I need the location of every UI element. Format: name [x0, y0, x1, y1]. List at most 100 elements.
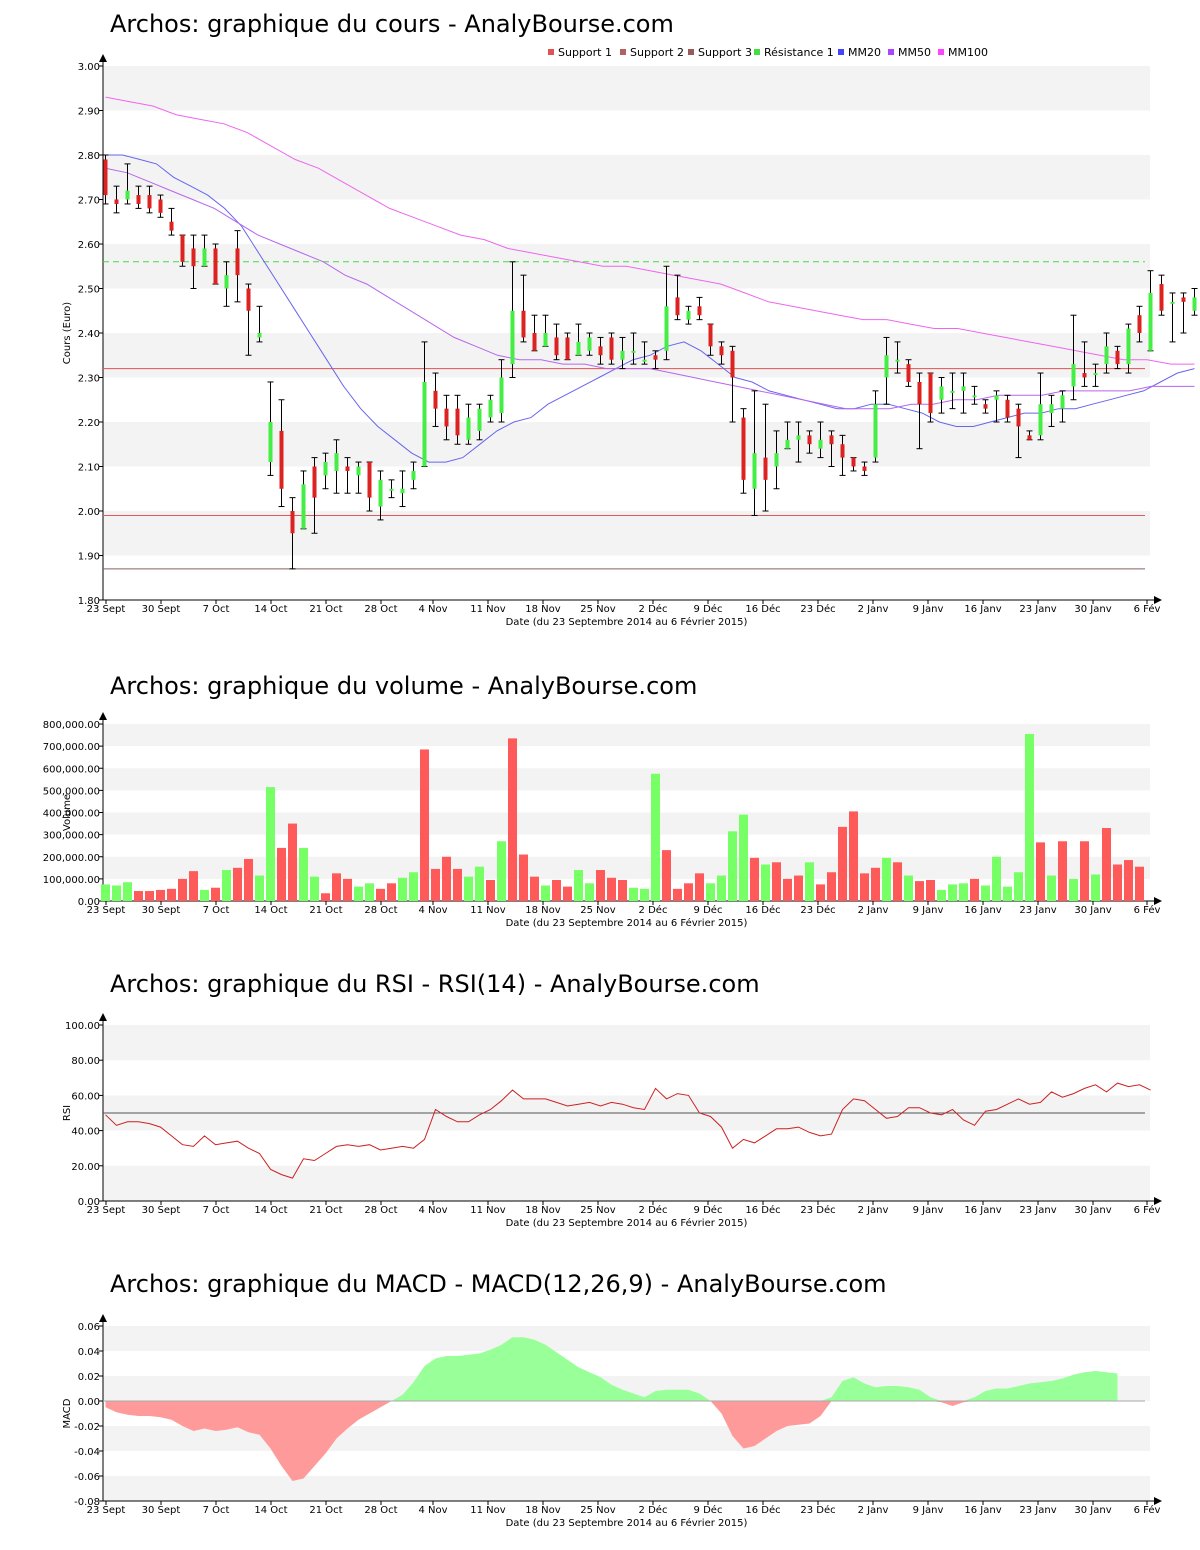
volume-x-tick-label: 9 Janv [913, 905, 944, 916]
volume-bar [728, 831, 737, 901]
volume-bar [783, 878, 792, 901]
price-x-tick-label: 14 Oct [254, 604, 287, 615]
volume-bar [343, 878, 352, 901]
volume-x-tick-label: 30 Janv [1074, 905, 1111, 916]
volume-bar [1091, 874, 1100, 901]
volume-grid-band [103, 812, 1150, 835]
volume-y-tick-label: 600,000.00 [43, 764, 100, 775]
candle-body [455, 408, 460, 436]
candle-body [620, 350, 625, 360]
volume-y-tick-label: 700,000.00 [43, 742, 100, 753]
price-x-axis-arrow [1154, 596, 1162, 604]
volume-bar [684, 883, 693, 901]
candle-body [840, 444, 845, 458]
volume-x-tick-label: 23 Déc [800, 904, 835, 916]
legend-swatch [548, 49, 554, 55]
rsi-x-tick-label: 23 Déc [800, 1204, 835, 1216]
volume-bar [1003, 886, 1012, 901]
price-x-tick-label: 16 Janv [964, 604, 1001, 615]
volume-bar [277, 847, 286, 901]
volume-bar [1025, 733, 1034, 901]
candle-body [1005, 399, 1010, 418]
volume-bar [387, 883, 396, 901]
rsi-y-axis-arrow [99, 1013, 107, 1021]
candle-body [367, 462, 372, 498]
price-x-tick-label: 4 Nov [418, 604, 447, 615]
price-x-tick-label: 11 Nov [470, 604, 506, 615]
candle-body [1038, 404, 1043, 436]
candle-body [906, 364, 911, 382]
volume-grid-band [103, 768, 1150, 791]
volume-bar [1036, 842, 1045, 901]
macd-x-tick-label: 16 Déc [745, 1504, 780, 1516]
volume-bar [552, 879, 561, 901]
volume-bar [123, 882, 132, 901]
legend-label: MM50 [898, 46, 931, 59]
candle-body [433, 390, 438, 409]
candle-body [389, 488, 394, 491]
volume-bar [640, 888, 649, 901]
volume-grid-band [103, 724, 1150, 747]
volume-chart-title: Archos: graphique du volume - AnalyBours… [110, 672, 698, 700]
candle-body [708, 324, 713, 347]
macd-x-axis-arrow [1154, 1497, 1162, 1505]
candle-body [796, 435, 801, 440]
volume-bar [948, 884, 957, 901]
rsi-x-tick-label: 14 Oct [254, 1205, 287, 1216]
macd-x-tick-label: 11 Nov [470, 1505, 506, 1516]
price-y-tick-label: 3.00 [78, 62, 100, 73]
macd-x-tick-label: 30 Sept [142, 1505, 181, 1516]
macd-x-tick-label: 4 Nov [418, 1505, 447, 1516]
price-y-tick-label: 2.40 [78, 329, 100, 340]
candle-body [950, 390, 955, 393]
candle-body [147, 195, 152, 209]
price-y-tick-label: 1.80 [78, 596, 100, 607]
rsi-y-axis-label: RSI [62, 1105, 73, 1121]
candle-body [158, 199, 163, 213]
candle-body [235, 248, 240, 276]
price-x-tick-label: 18 Nov [525, 604, 561, 615]
macd-x-tick-label: 2 Janv [858, 1505, 889, 1516]
price-y-tick-label: 2.30 [78, 374, 100, 385]
macd-y-axis-arrow [99, 1314, 107, 1322]
candle-body [411, 470, 416, 480]
legend-label: MM20 [848, 46, 881, 59]
volume-y-tick-label: 200,000.00 [43, 853, 100, 864]
volume-bar [937, 889, 946, 901]
candle-body [631, 350, 636, 353]
volume-bar [189, 871, 198, 901]
volume-bar [860, 873, 869, 901]
candle-body [1016, 408, 1021, 427]
candle-body [246, 288, 251, 311]
candle-body [334, 453, 339, 471]
rsi-line [105, 1082, 1151, 1179]
volume-x-axis-label: Date (du 23 Septembre 2014 au 6 Février … [506, 917, 748, 929]
volume-bar [1014, 872, 1023, 901]
candle-body [1082, 373, 1087, 378]
volume-bar [167, 888, 176, 901]
rsi-chart-title: Archos: graphique du RSI - RSI(14) - Ana… [110, 970, 760, 998]
price-grid-band [103, 511, 1150, 556]
macd-x-tick-label: 23 Sept [87, 1505, 126, 1516]
rsi-x-tick-label: 6 Fév [1134, 1204, 1161, 1216]
candle-body [686, 310, 691, 320]
candle-body [1049, 404, 1054, 414]
rsi-grid-band [103, 1165, 1150, 1201]
price-x-tick-label: 2 Déc [639, 603, 668, 615]
volume-bar [794, 875, 803, 901]
volume-bar [970, 878, 979, 901]
candle-body [1060, 395, 1065, 409]
candle-body [125, 190, 130, 200]
macd-x-tick-label: 9 Janv [913, 1505, 944, 1516]
volume-y-axis-arrow [99, 712, 107, 720]
volume-bar [673, 888, 682, 901]
candle-body [928, 373, 933, 414]
volume-bar [211, 887, 220, 901]
volume-bar [134, 891, 143, 901]
volume-bar [981, 885, 990, 901]
price-x-tick-label: 16 Déc [745, 603, 780, 615]
macd-y-tick-label: 0.04 [78, 1347, 100, 1358]
candle-body [609, 337, 614, 360]
candle-body [477, 408, 482, 431]
legend-swatch [888, 49, 894, 55]
